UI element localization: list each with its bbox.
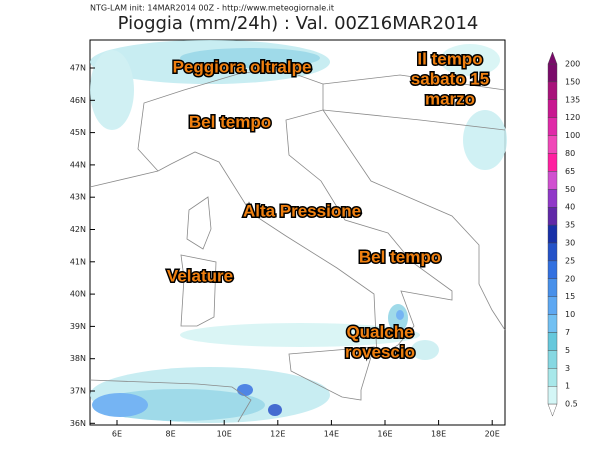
colorbar-label: 1 xyxy=(565,382,570,391)
lat-label: 45N xyxy=(70,128,86,137)
lat-label: 41N xyxy=(70,257,86,266)
model-info: NTG-LAM init: 14MAR2014 00Z - http://www… xyxy=(90,4,334,13)
longitude-labels: 6E 8E 10E 12E 14E 16E 18E 20E xyxy=(112,420,500,439)
lat-label: 38N xyxy=(70,354,86,363)
annotation-text: marzo xyxy=(425,89,475,108)
colorbar-swatch xyxy=(547,386,558,405)
lat-label: 42N xyxy=(70,225,86,234)
colorbar-label: 65 xyxy=(565,167,575,176)
lon-label: 8E xyxy=(166,430,176,439)
colorbar-swatch xyxy=(547,171,558,190)
annotation-text: Bel tempo xyxy=(189,112,271,131)
colorbar-swatch xyxy=(547,99,558,118)
colorbar-label: 50 xyxy=(565,185,575,194)
colorbar-swatch xyxy=(547,153,558,172)
lon-label: 14E xyxy=(324,430,339,439)
colorbar-label: 15 xyxy=(565,292,575,301)
annotation-text: Il tempo xyxy=(417,49,482,68)
colorbar-label: 30 xyxy=(565,239,575,248)
latitude-labels: 47N 46N 45N 44N 43N 42N 41N 40N 39N 38N 37N 36N xyxy=(70,64,95,428)
lat-label: 36N xyxy=(70,419,86,428)
colorbar-swatch xyxy=(547,117,558,136)
colorbar-label: 150 xyxy=(565,77,580,86)
annotation-text: Velature xyxy=(167,266,233,285)
colorbar-swatch xyxy=(547,81,558,101)
colorbar-label: 3 xyxy=(565,364,570,373)
colorbar-label: 135 xyxy=(565,95,580,104)
colorbar-label: 120 xyxy=(565,113,580,122)
colorbar-swatch xyxy=(547,260,558,279)
lat-label: 37N xyxy=(70,387,86,396)
colorbar-bottom-arrow xyxy=(547,403,558,417)
colorbar-swatch xyxy=(547,368,558,387)
annotation-text: Bel tempo xyxy=(359,247,441,266)
colorbar-swatch xyxy=(547,314,558,333)
colorbar-label: 0.5 xyxy=(565,400,578,409)
lon-label: 16E xyxy=(377,430,392,439)
lon-label: 20E xyxy=(485,430,500,439)
lon-label: 10E xyxy=(217,430,232,439)
annotation-text: Peggiora oltralpe xyxy=(173,57,312,76)
lat-label: 40N xyxy=(70,290,86,299)
map-frame xyxy=(89,39,506,426)
map-title: Pioggia (mm/24h) : Val. 00Z16MAR2014 xyxy=(118,13,479,34)
colorbar-swatch xyxy=(547,135,558,154)
colorbar-label: 40 xyxy=(565,203,575,212)
annotation-text: sabato 15 xyxy=(411,69,489,88)
lat-label: 44N xyxy=(70,160,86,169)
annotation-text: Alta Pressione xyxy=(243,201,361,220)
lon-label: 12E xyxy=(270,430,285,439)
colorbar-label: 35 xyxy=(565,221,575,230)
lat-label: 47N xyxy=(70,64,86,73)
colorbar-swatch xyxy=(547,296,558,315)
lat-label: 39N xyxy=(70,322,86,331)
colorbar-label: 25 xyxy=(565,256,575,265)
coastlines xyxy=(89,67,506,423)
colorbar-label: 10 xyxy=(565,310,575,319)
map-area: 47N 46N 45N 44N 43N 42N 41N 40N 39N 38N 37N 36N 6E 8… xyxy=(70,39,507,439)
annotation-text: rovescio xyxy=(345,342,415,361)
annotation-text: Qualche xyxy=(346,322,413,341)
precipitation xyxy=(90,40,507,423)
colorbar: 200 150 135 120 100 80 65 50 40 35 30 25 20 15 10 7 5 3 1 0… xyxy=(547,51,580,417)
lat-label: 46N xyxy=(70,96,86,105)
colorbar-swatch xyxy=(547,278,558,297)
colorbar-swatch xyxy=(547,224,558,244)
colorbar-label: 5 xyxy=(565,346,570,355)
colorbar-label: 200 xyxy=(565,60,580,69)
lon-label: 18E xyxy=(431,430,446,439)
colorbar-label: 7 xyxy=(565,328,570,337)
colorbar-swatch xyxy=(547,350,558,369)
colorbar-swatch xyxy=(547,189,558,208)
colorbar-swatch xyxy=(547,63,558,83)
colorbar-swatch xyxy=(547,332,558,351)
colorbar-top-arrow xyxy=(547,51,558,65)
colorbar-label: 100 xyxy=(565,131,580,140)
lon-label: 6E xyxy=(112,430,122,439)
colorbar-label: 80 xyxy=(565,149,575,158)
lat-label: 43N xyxy=(70,193,86,202)
colorbar-swatch xyxy=(547,206,558,226)
colorbar-swatch xyxy=(547,242,558,262)
colorbar-label: 20 xyxy=(565,274,575,283)
